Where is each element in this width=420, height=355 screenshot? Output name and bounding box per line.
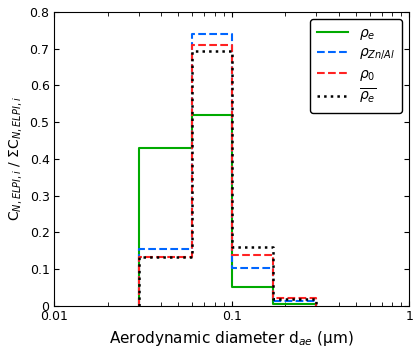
$\rho_0$: [136, 255, 142, 259]
$\rho_{Zn/Al}$: [136, 247, 142, 251]
$\rho_{Zn/Al}$: [190, 247, 195, 251]
Line: $\rho_{Zn/Al}$: $\rho_{Zn/Al}$: [139, 34, 316, 306]
$\rho_{Zn/Al}$: [190, 32, 195, 36]
$\rho_{Zn/Al}$: [229, 266, 234, 270]
$\rho_{Zn/Al}$: [270, 299, 275, 304]
$\rho_e$: [314, 302, 319, 306]
$\overline{\rho_e}$: [229, 49, 234, 53]
Line: $\rho_0$: $\rho_0$: [139, 45, 316, 306]
$\rho_e$: [270, 285, 275, 289]
$\rho_e$: [229, 285, 234, 289]
Legend: $\rho_e$, $\rho_{Zn/Al}$, $\rho_0$, $\overline{\rho_e}$: $\rho_e$, $\rho_{Zn/Al}$, $\rho_0$, $\ov…: [310, 19, 402, 113]
$\rho_e$: [190, 146, 195, 150]
$\rho_0$: [270, 296, 275, 300]
$\overline{\rho_e}$: [270, 245, 275, 250]
$\rho_e$: [229, 113, 234, 117]
$\rho_0$: [270, 253, 275, 257]
Line: $\rho_e$: $\rho_e$: [139, 115, 316, 306]
$\rho_0$: [229, 43, 234, 47]
$\rho_{Zn/Al}$: [229, 32, 234, 36]
$\overline{\rho_e}$: [229, 245, 234, 250]
$\overline{\rho_e}$: [314, 297, 319, 301]
$\rho_e$: [190, 113, 195, 117]
$\rho_0$: [190, 255, 195, 259]
$\rho_0$: [314, 304, 319, 308]
$\rho_e$: [136, 146, 142, 150]
Line: $\overline{\rho_e}$: $\overline{\rho_e}$: [139, 51, 316, 306]
$\rho_{Zn/Al}$: [314, 299, 319, 304]
$\rho_{Zn/Al}$: [270, 266, 275, 270]
$\rho_{Zn/Al}$: [136, 304, 142, 308]
$\rho_0$: [136, 304, 142, 308]
$\overline{\rho_e}$: [190, 255, 195, 259]
$\overline{\rho_e}$: [314, 304, 319, 308]
$\overline{\rho_e}$: [136, 255, 142, 259]
$\overline{\rho_e}$: [190, 49, 195, 53]
$\overline{\rho_e}$: [270, 297, 275, 301]
$\overline{\rho_e}$: [136, 304, 142, 308]
$\rho_0$: [314, 296, 319, 300]
$\rho_0$: [190, 43, 195, 47]
$\rho_e$: [314, 304, 319, 308]
$\rho_0$: [229, 253, 234, 257]
$\rho_e$: [136, 304, 142, 308]
$\rho_e$: [270, 302, 275, 306]
$\rho_{Zn/Al}$: [314, 304, 319, 308]
Y-axis label: C$_{N,ELPI,i}$ / ΣC$_{N,ELPI,i}$: C$_{N,ELPI,i}$ / ΣC$_{N,ELPI,i}$: [7, 97, 24, 221]
X-axis label: Aerodynamic diameter d$_{ae}$ (μm): Aerodynamic diameter d$_{ae}$ (μm): [109, 329, 354, 348]
